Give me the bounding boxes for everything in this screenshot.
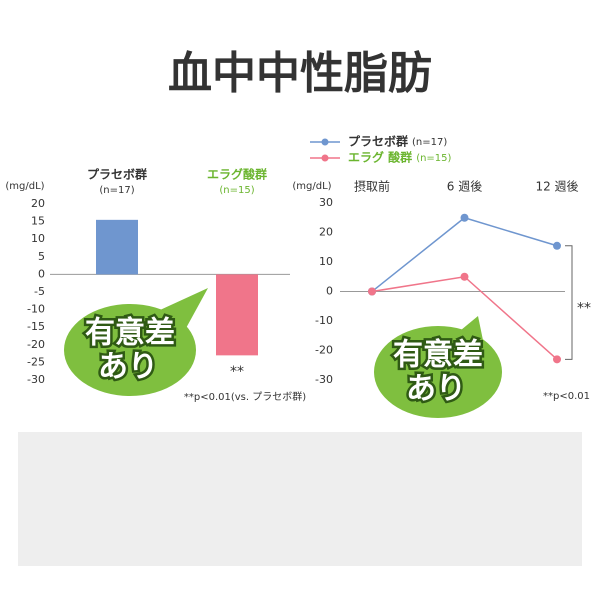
legend-label: プラセボ群 — [348, 134, 408, 149]
category-label: 6 週後 — [447, 180, 482, 194]
y-axis-label: (mg/dL) — [5, 181, 44, 192]
y-tick-label: -30 — [315, 373, 333, 386]
bar — [216, 274, 258, 356]
y-tick-label: 20 — [31, 197, 45, 210]
badge-text: 有意差 — [393, 338, 483, 373]
annotation: ** — [230, 364, 244, 380]
bracket — [565, 245, 573, 360]
y-tick-label: 0 — [38, 267, 45, 280]
title: 血中中性脂肪 — [168, 48, 432, 99]
y-axis-label: (mg/dL) — [292, 181, 331, 192]
note-box — [18, 432, 582, 566]
y-tick-label: 5 — [38, 250, 45, 263]
badge-left: 有意差 あり — [64, 288, 208, 396]
y-tick-label: 0 — [326, 285, 333, 298]
legend-marker — [321, 138, 329, 146]
category-label: プラセボ群 — [87, 167, 147, 182]
category-label: エラグ酸群 — [207, 167, 267, 182]
y-tick-label: 15 — [31, 215, 45, 228]
legend-note: (n=15) — [416, 153, 451, 164]
badge-right: 有意差 あり — [374, 316, 502, 418]
y-tick-label: -10 — [315, 314, 333, 327]
y-tick-label: 10 — [319, 255, 333, 268]
y-tick-label: 30 — [319, 196, 333, 209]
annotation: ** — [577, 301, 591, 317]
annotation: **p<0.01 — [543, 391, 590, 402]
category-label: 摂取前 — [354, 179, 390, 194]
annotation: **p<0.01(vs. プラセボ群) — [184, 390, 306, 403]
y-tick-label: -15 — [27, 320, 45, 333]
y-tick-label: -20 — [27, 338, 45, 351]
point — [553, 355, 561, 364]
y-tick-label: 10 — [31, 232, 45, 245]
category-note: (n=17) — [99, 185, 134, 196]
y-tick-label: -10 — [27, 303, 45, 316]
point — [460, 272, 469, 281]
badge-text: あり — [98, 350, 158, 385]
y-tick-label: 20 — [319, 226, 333, 239]
category-note: (n=15) — [219, 185, 254, 196]
category-label: 12 週後 — [535, 180, 578, 194]
legend-marker — [321, 154, 329, 162]
y-tick-label: -30 — [27, 373, 45, 386]
legend-note: (n=17) — [412, 137, 447, 148]
point — [460, 213, 469, 222]
y-tick-label: -20 — [315, 344, 333, 357]
y-tick-label: -5 — [34, 285, 45, 298]
legend-label: エラグ 酸群 — [348, 150, 412, 165]
badge-text: 有意差 — [85, 316, 175, 351]
point — [553, 241, 561, 250]
badge-text: あり — [406, 372, 466, 407]
bar — [96, 219, 138, 275]
y-tick-label: -25 — [27, 355, 45, 368]
point — [368, 287, 376, 296]
